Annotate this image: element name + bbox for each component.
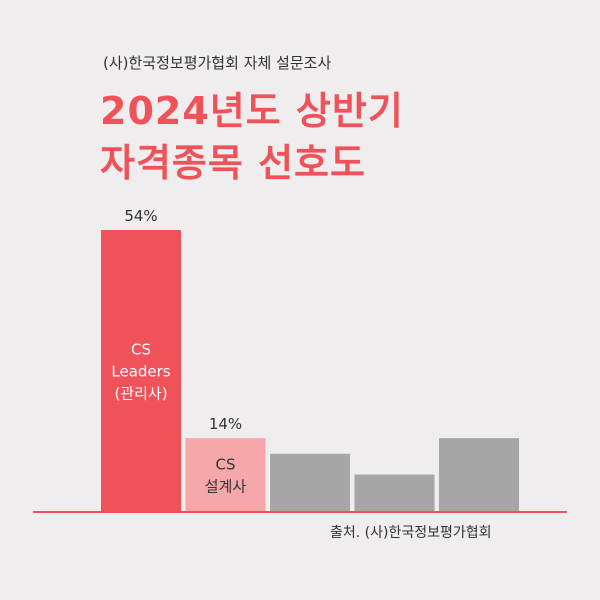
category-label-1-line-3: (관리사): [114, 385, 167, 403]
bar-1: [101, 230, 181, 511]
chart-title-line2: 자격종목 선호도: [100, 141, 366, 185]
category-label-2-line-1: CS: [216, 456, 236, 474]
category-label-2-line-2: 설계사: [205, 478, 247, 496]
value-label-2: 14%: [209, 415, 242, 433]
bar-2: [185, 438, 266, 511]
value-label-1: 54%: [124, 207, 157, 225]
category-label-1-line-1: CS: [131, 341, 151, 359]
category-label-1-line-2: Leaders: [111, 363, 170, 381]
source-note: 출처. (사)한국정보평가협회: [330, 525, 492, 541]
bar-3: [270, 453, 350, 511]
bar-5: [439, 438, 519, 511]
chart-title-line1: 2024년도 상반기: [100, 89, 404, 133]
chart-subtitle: (사)한국정보평가협회 자체 설문조사: [103, 54, 332, 72]
bar-4: [354, 474, 435, 511]
